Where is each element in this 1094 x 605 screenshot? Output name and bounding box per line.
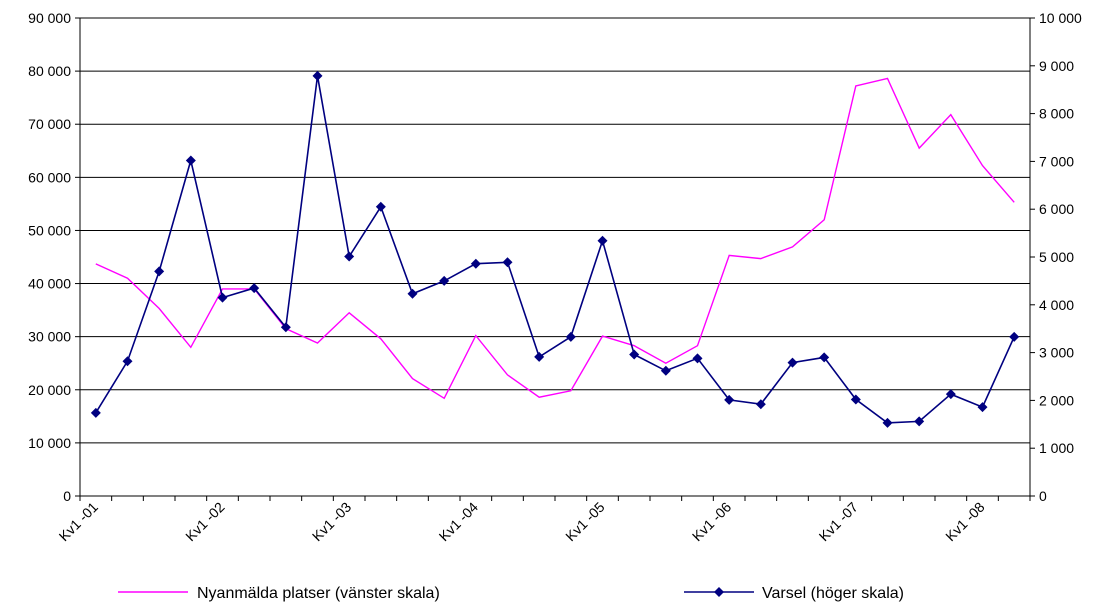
legend: Nyanmälda platser (vänster skala) Varsel…	[118, 585, 904, 602]
left-tick-label: 90 000	[28, 10, 71, 26]
data-point	[850, 394, 861, 405]
data-point	[122, 356, 133, 367]
x-tick-label: Kv1 -08	[942, 499, 988, 545]
right-tick-label: 5 000	[1039, 249, 1074, 265]
data-point	[90, 407, 101, 418]
data-point	[312, 70, 323, 81]
data-point	[185, 155, 196, 166]
left-tick-label: 40 000	[28, 276, 71, 292]
left-tick-label: 70 000	[28, 116, 71, 132]
legend-label-series-2: Varsel (höger skala)	[762, 585, 904, 602]
left-tick-label: 50 000	[28, 222, 71, 238]
grid-lines	[80, 17, 1030, 444]
right-tick-label: 6 000	[1039, 201, 1074, 217]
data-point	[344, 251, 355, 262]
series-1	[95, 77, 1015, 400]
data-point	[724, 394, 735, 405]
data-point	[470, 258, 481, 269]
right-tick-label: 2 000	[1039, 392, 1074, 408]
data-point	[755, 399, 766, 410]
x-tick-label: Kv1 -03	[309, 499, 355, 545]
left-tick-label: 30 000	[28, 329, 71, 345]
data-point	[375, 201, 386, 212]
right-tick-label: 3 000	[1039, 345, 1074, 361]
data-point	[787, 357, 798, 368]
data-point	[502, 257, 513, 268]
data-point	[280, 322, 291, 333]
x-tick-label: Kv1 -01	[56, 499, 102, 545]
data-point	[692, 353, 703, 364]
data-point	[882, 417, 893, 428]
left-tick-label: 60 000	[28, 169, 71, 185]
data-point	[660, 365, 671, 376]
x-tick-label: Kv1 -05	[562, 499, 608, 545]
legend-label-series-1: Nyanmälda platser (vänster skala)	[197, 585, 440, 602]
data-point	[534, 351, 545, 362]
legend-marker-series-2	[714, 587, 724, 597]
right-tick-label: 10 000	[1039, 10, 1082, 26]
series-line	[95, 77, 1015, 400]
series-2	[90, 70, 1020, 428]
left-tick-label: 80 000	[28, 63, 71, 79]
x-tick-label: Kv1 -04	[436, 499, 482, 545]
left-tick-label: 0	[63, 488, 71, 504]
data-point	[217, 292, 228, 303]
data-point	[629, 349, 640, 360]
data-point	[914, 416, 925, 427]
data-point	[407, 288, 418, 299]
series-layer	[90, 70, 1020, 428]
data-point	[439, 275, 450, 286]
right-axis-tick-labels: 0 1 000 2 000 3 000 4 000 5 000 6 000 7 000 8 00…	[1030, 10, 1082, 504]
x-tick-label: Kv1 -02	[182, 499, 228, 545]
series-line	[95, 75, 1015, 424]
left-axis-tick-labels: 0 10 000 20 000 30 000 40 000 50 000 60 000 70 …	[28, 10, 80, 504]
x-tick-label: Kv1 -07	[816, 499, 862, 545]
data-point	[977, 402, 988, 413]
data-point	[1009, 331, 1020, 342]
right-tick-label: 8 000	[1039, 106, 1074, 122]
right-tick-label: 7 000	[1039, 153, 1074, 169]
right-tick-label: 1 000	[1039, 440, 1074, 456]
data-point	[154, 266, 165, 277]
right-tick-label: 4 000	[1039, 297, 1074, 313]
left-tick-label: 10 000	[28, 435, 71, 451]
data-point	[945, 389, 956, 400]
data-point	[249, 283, 260, 294]
data-point	[565, 331, 576, 342]
data-point	[597, 235, 608, 246]
data-point	[819, 352, 830, 363]
x-tick-label: Kv1 -06	[689, 499, 735, 545]
x-axis-tick-labels: Kv1 -01 Kv1 -02 Kv1 -03 Kv1 -04 Kv1 -05 Kv1 -…	[56, 496, 1031, 545]
right-tick-label: 9 000	[1039, 58, 1074, 74]
left-tick-label: 20 000	[28, 382, 71, 398]
right-tick-label: 0	[1039, 488, 1047, 504]
